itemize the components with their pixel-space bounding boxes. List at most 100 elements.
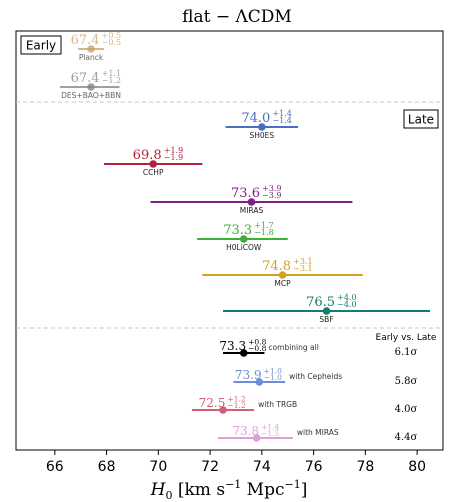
miras-err-minus: −3.9 [262, 191, 281, 200]
mcp-err-plus: +3.1 [293, 257, 312, 266]
with-cepheids-value-label: 73.9 +1.0−1.0 [235, 367, 282, 383]
measurement-sbf: SBF 76.5 +4.0−4.0 [223, 293, 431, 324]
mcp-err-minus: −3.1 [293, 264, 312, 273]
with-miras-tension: 4.4σ [395, 432, 418, 443]
h0licow-err-plus: +1.7 [254, 221, 273, 230]
measurement-des-bao-bbn: DES+BAO+BBN 67.4 +1.1−1.2 [59, 69, 122, 100]
x-tick-label-70: 70 [149, 459, 167, 475]
des-bao-bbn-point [87, 83, 95, 91]
x-tick-label-66: 66 [46, 459, 64, 475]
x-axis-label: H0 [km s−1 Mpc−1] [150, 478, 308, 502]
measurement-mcp: MCP 74.8 +3.1−3.1 [202, 257, 363, 288]
combining-all-value: 73.3 [219, 339, 246, 353]
section-box-early [20, 35, 62, 55]
sbf-err-minus: −4.0 [337, 300, 356, 309]
with-trgb-err-minus: −1.2 [227, 401, 245, 410]
sh0es-point [258, 123, 266, 131]
mcp-point [278, 271, 287, 279]
x-axis: 66 68 70 72 74 76 78 80 [46, 450, 426, 475]
h0licow-label: H0LiCOW [226, 243, 262, 252]
with-trgb-tension: 4.0σ [395, 404, 418, 415]
x-tick-label-68: 68 [98, 459, 116, 475]
with-cepheids-err-minus: −1.0 [264, 373, 282, 382]
planck-value: 67.4 [71, 33, 100, 48]
des-bao-bbn-err-minus: −1.2 [102, 76, 121, 85]
with-cepheids-label: with Cepheids [289, 372, 342, 381]
with-miras-err-plus: +1.4 [261, 423, 279, 432]
combined-header: Early vs. Late [376, 333, 437, 343]
planck-value-label: 67.4 +0.5−0.5 [71, 31, 122, 48]
with-miras-label: with MIRAS [297, 428, 339, 437]
with-cepheids-value: 73.9 [235, 368, 262, 382]
sh0es-label: SH0ES [250, 131, 275, 140]
miras-label: MIRAS [240, 206, 264, 215]
x-tick-label-80: 80 [408, 459, 426, 475]
plot-frame [15, 30, 444, 451]
combining-all-tension: 6.1σ [395, 347, 418, 358]
h0licow-value: 73.3 [223, 223, 252, 238]
with-miras-point [252, 434, 261, 442]
sbf-err-plus: +4.0 [337, 293, 356, 302]
mcp-value-label: 74.8 +3.1−3.1 [262, 257, 313, 274]
miras-err-plus: +3.9 [262, 184, 281, 193]
chart-title: flat − ΛCDM [182, 7, 292, 27]
des-bao-bbn-value-label: 67.4 +1.1−1.2 [71, 69, 122, 86]
combining-all-label: combining all [268, 343, 318, 352]
combined-with-cepheids: with Cepheids 73.9 +1.0−1.0 5.8σ [233, 367, 418, 387]
x-tick-label-78: 78 [356, 459, 374, 475]
measurement-planck: Planck 67.4 +0.5−0.5 [71, 31, 122, 62]
with-trgb-value-label: 72.5 +1.2−1.2 [199, 395, 246, 411]
combining-all-err-plus: +0.8 [248, 338, 266, 347]
des-bao-bbn-err-plus: +1.1 [102, 69, 121, 78]
cchp-point [149, 160, 157, 168]
with-miras-value-label: 73.8 +1.4−1.5 [232, 423, 279, 439]
with-miras-value: 73.8 [232, 424, 259, 438]
h0licow-value-label: 73.3 +1.7−1.8 [223, 221, 274, 238]
sh0es-err-minus: −1.4 [272, 116, 291, 125]
sbf-point [322, 307, 331, 315]
with-cepheids-point [255, 378, 264, 386]
with-cepheids-err-plus: +1.0 [264, 367, 282, 376]
miras-value: 73.6 [231, 186, 260, 201]
planck-label: Planck [79, 53, 104, 62]
section-label-late: Late [408, 113, 434, 127]
section-label-early: Early [26, 39, 56, 53]
with-trgb-label: with TRGB [258, 400, 297, 409]
combined-with-trgb: with TRGB 72.5 +1.2−1.2 4.0σ [191, 395, 418, 415]
with-trgb-point [219, 406, 227, 414]
combined-with-miras: with MIRAS 73.8 +1.4−1.5 4.4σ [217, 423, 418, 443]
mcp-value: 74.8 [262, 259, 291, 274]
sbf-value-label: 76.5 +4.0−4.0 [306, 293, 357, 310]
sh0es-value: 74.0 [241, 111, 270, 126]
sbf-value: 76.5 [306, 295, 335, 310]
with-trgb-value: 72.5 [199, 396, 226, 410]
planck-err-plus: +0.5 [102, 31, 121, 40]
with-cepheids-tension: 5.8σ [395, 376, 418, 387]
combining-all-err-minus: −0.8 [248, 344, 266, 353]
des-bao-bbn-value: 67.4 [71, 71, 100, 86]
h0licow-err-minus: −1.8 [254, 228, 273, 237]
planck-point [87, 45, 95, 53]
cchp-label: CCHP [143, 168, 164, 177]
combining-all-value-label: 73.3 +0.8−0.8 [219, 338, 266, 354]
measurement-cchp: CCHP 69.8 +1.9−1.9 [103, 146, 203, 177]
cchp-err-minus: −1.9 [164, 153, 183, 162]
x-tick-label-76: 76 [305, 459, 323, 475]
miras-point [247, 198, 256, 206]
measurement-h0licow: H0LiCOW 73.3 +1.7−1.8 [197, 221, 288, 252]
des-bao-bbn-label: DES+BAO+BBN [61, 91, 121, 100]
h0licow-point [239, 235, 248, 243]
sbf-label: SBF [319, 315, 333, 324]
with-trgb-err-plus: +1.2 [227, 395, 245, 404]
section-labels: Early Late [20, 35, 439, 129]
cchp-err-plus: +1.9 [164, 146, 183, 155]
x-tick-label-72: 72 [201, 459, 219, 475]
planck-err-minus: −0.5 [102, 38, 121, 47]
combining-all-point [239, 349, 248, 357]
measurement-sh0es: SH0ES 74.0 +1.4−1.4 [225, 109, 299, 140]
measurement-miras: MIRAS 73.6 +3.9−3.9 [150, 184, 353, 215]
